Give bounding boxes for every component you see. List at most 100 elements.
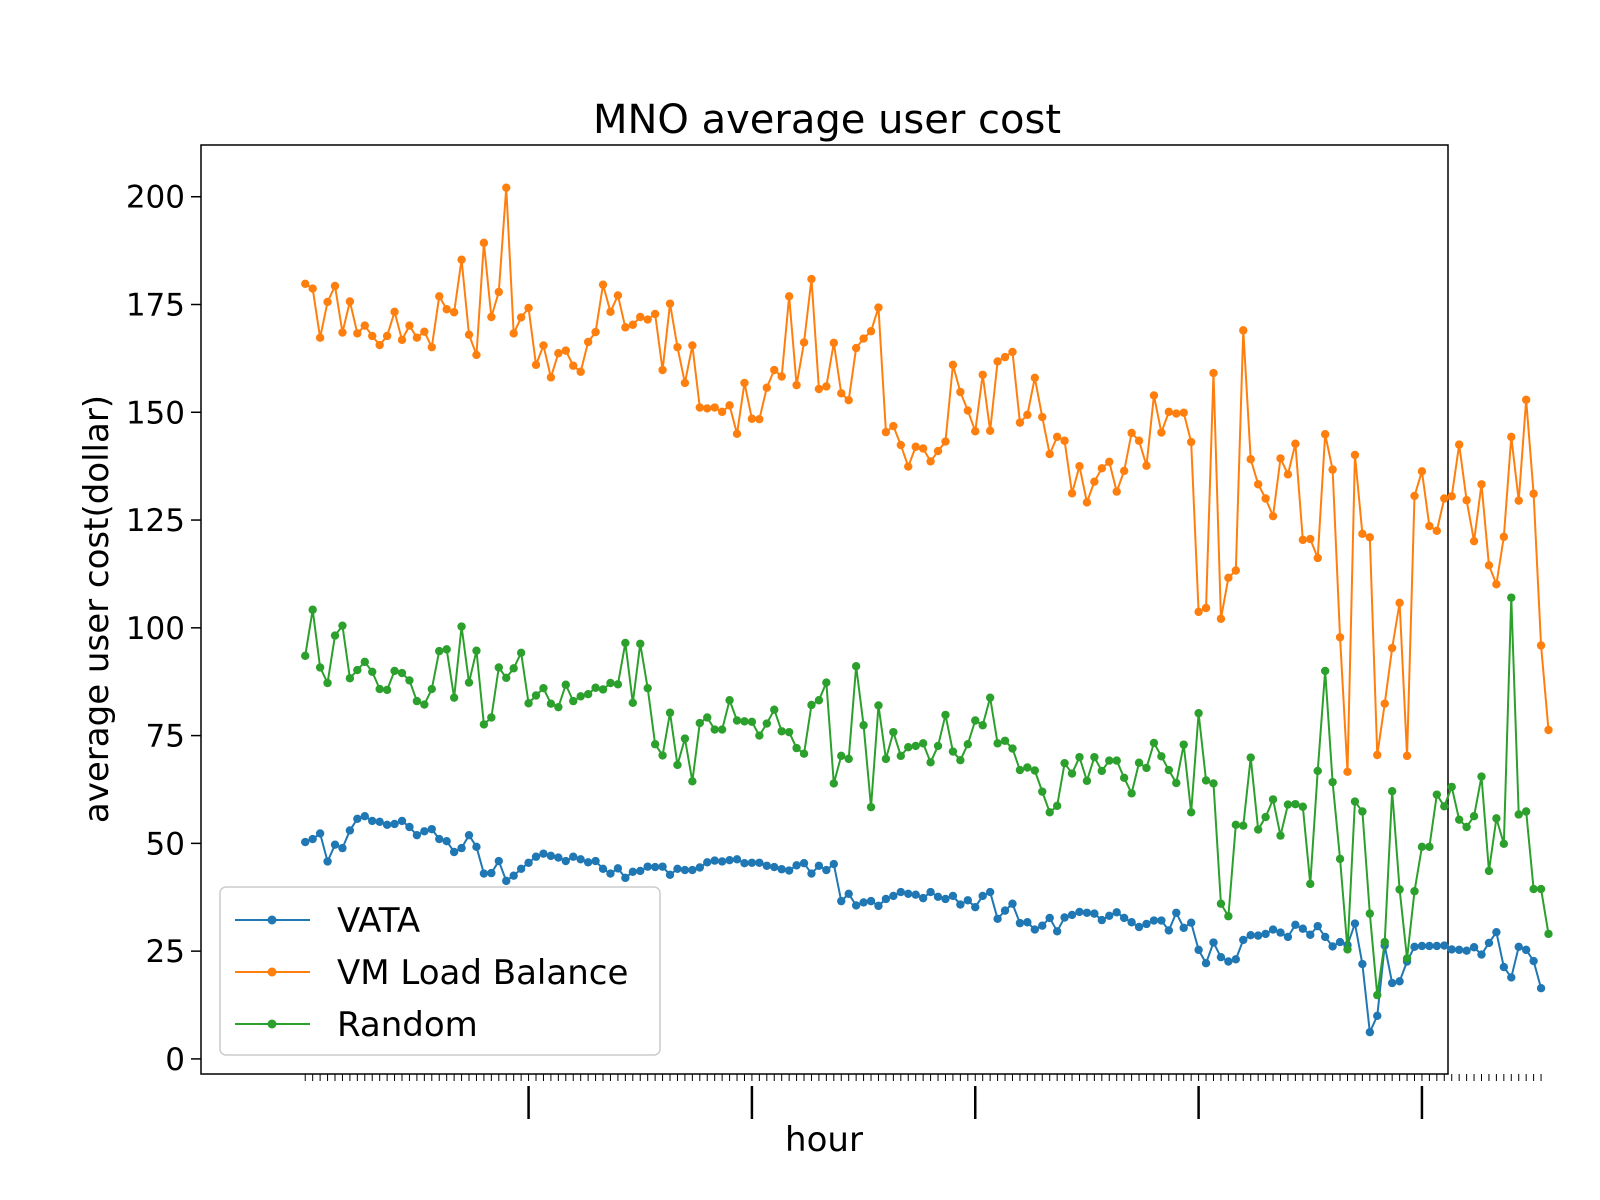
data-point [784, 727, 794, 737]
data-point [449, 847, 459, 857]
data-point [397, 335, 407, 345]
data-point [1224, 912, 1233, 921]
data-point [665, 299, 675, 308]
data-point [636, 639, 645, 648]
data-point [1447, 945, 1456, 954]
data-point [1335, 854, 1345, 864]
data-point [1105, 457, 1114, 467]
data-point [725, 855, 734, 865]
data-point [1499, 962, 1509, 972]
data-point [606, 678, 615, 688]
y-tick-label: 175 [126, 288, 185, 324]
data-point [881, 894, 891, 904]
data-point [621, 323, 630, 332]
data-point [1261, 494, 1270, 503]
data-point [449, 308, 459, 317]
data-point [315, 333, 325, 342]
data-point [591, 856, 600, 866]
data-point [1298, 802, 1308, 811]
data-point [1529, 884, 1538, 894]
data-point [1521, 807, 1531, 816]
data-point [904, 743, 913, 752]
data-point [405, 822, 414, 832]
data-point [375, 817, 384, 827]
data-point [770, 862, 779, 872]
data-point [792, 380, 801, 390]
data-point [1313, 553, 1322, 563]
data-point [971, 902, 980, 912]
data-point [658, 751, 667, 760]
data-point [583, 337, 593, 347]
data-point [956, 755, 965, 765]
data-point [457, 622, 466, 631]
data-point [956, 387, 965, 397]
data-point [1291, 799, 1300, 809]
data-point [792, 861, 801, 870]
data-point [1306, 879, 1315, 889]
data-point [1157, 752, 1166, 761]
data-point [963, 406, 973, 415]
data-point [829, 859, 839, 869]
data-point [1276, 454, 1285, 463]
data-point [1142, 461, 1151, 470]
data-point [1067, 769, 1077, 778]
series-random [301, 593, 1553, 1000]
data-point [1417, 842, 1427, 852]
data-point [1350, 797, 1360, 806]
data-point [1365, 909, 1375, 918]
data-point [933, 741, 943, 751]
data-point [1268, 795, 1278, 804]
data-point [926, 887, 935, 897]
data-point [1179, 740, 1188, 749]
data-point [896, 751, 906, 761]
data-point [315, 829, 325, 838]
data-point [345, 826, 355, 835]
data-point [673, 342, 682, 352]
data-point [1484, 866, 1494, 876]
data-point [859, 334, 868, 343]
data-point [911, 890, 920, 899]
data-point [1373, 750, 1382, 760]
data-point [1239, 326, 1248, 335]
data-point [606, 307, 615, 317]
data-point [1209, 938, 1218, 947]
data-point [740, 378, 749, 388]
data-point [948, 747, 958, 756]
data-point [1015, 765, 1025, 775]
x-axis [304, 1074, 1542, 1119]
data-point [829, 779, 839, 788]
data-point [1030, 766, 1040, 775]
data-point [777, 372, 786, 381]
data-point [710, 856, 719, 865]
data-point [703, 713, 712, 722]
data-point [896, 887, 906, 897]
data-point [673, 864, 682, 873]
data-point [1432, 526, 1442, 536]
y-tick-label: 50 [146, 826, 185, 862]
data-point [1097, 915, 1107, 925]
data-point [1454, 945, 1464, 955]
data-point [732, 429, 742, 439]
legend-label: Random [337, 1005, 478, 1045]
data-point [1298, 924, 1308, 933]
data-point [1216, 899, 1226, 908]
data-point [650, 862, 660, 872]
data-point [1097, 766, 1107, 776]
data-point [941, 710, 950, 720]
data-point [1052, 801, 1062, 811]
data-point [703, 404, 712, 413]
data-point [405, 321, 414, 330]
data-point [717, 857, 727, 866]
data-point [561, 680, 570, 689]
data-point [330, 631, 340, 640]
data-point [740, 859, 749, 868]
data-point [569, 361, 578, 370]
data-point [464, 330, 474, 339]
data-point [375, 340, 384, 350]
data-point [1350, 450, 1360, 460]
data-point [1521, 395, 1531, 404]
data-point [591, 327, 600, 337]
data-point [829, 338, 839, 348]
data-point [918, 739, 928, 748]
data-point [397, 668, 407, 678]
